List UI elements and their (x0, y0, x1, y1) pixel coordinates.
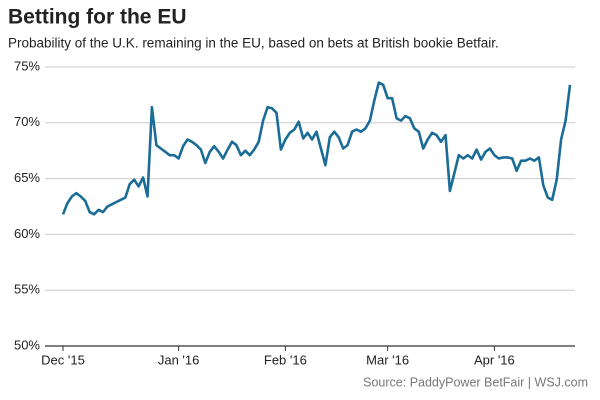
chart-subtitle: Probability of the U.K. remaining in the… (8, 36, 499, 51)
y-tick-label: 55% (14, 282, 40, 297)
x-tick-label: Mar '16 (366, 352, 409, 367)
source-note: Source: PaddyPower BetFair | WSJ.com (363, 375, 588, 389)
y-tick-label: 60% (14, 226, 40, 241)
y-tick-label: 70% (14, 114, 40, 129)
y-tick-label: 65% (14, 170, 40, 185)
x-tick-label: Apr '16 (474, 352, 515, 367)
x-tick-label: Dec '15 (41, 352, 85, 367)
x-tick-label: Feb '16 (264, 352, 307, 367)
y-tick-label: 75% (14, 58, 40, 73)
chart-title: Betting for the EU (8, 6, 187, 29)
x-tick-label: Jan '16 (158, 352, 200, 367)
data-line (61, 81, 572, 216)
y-tick-label: 50% (14, 337, 40, 352)
